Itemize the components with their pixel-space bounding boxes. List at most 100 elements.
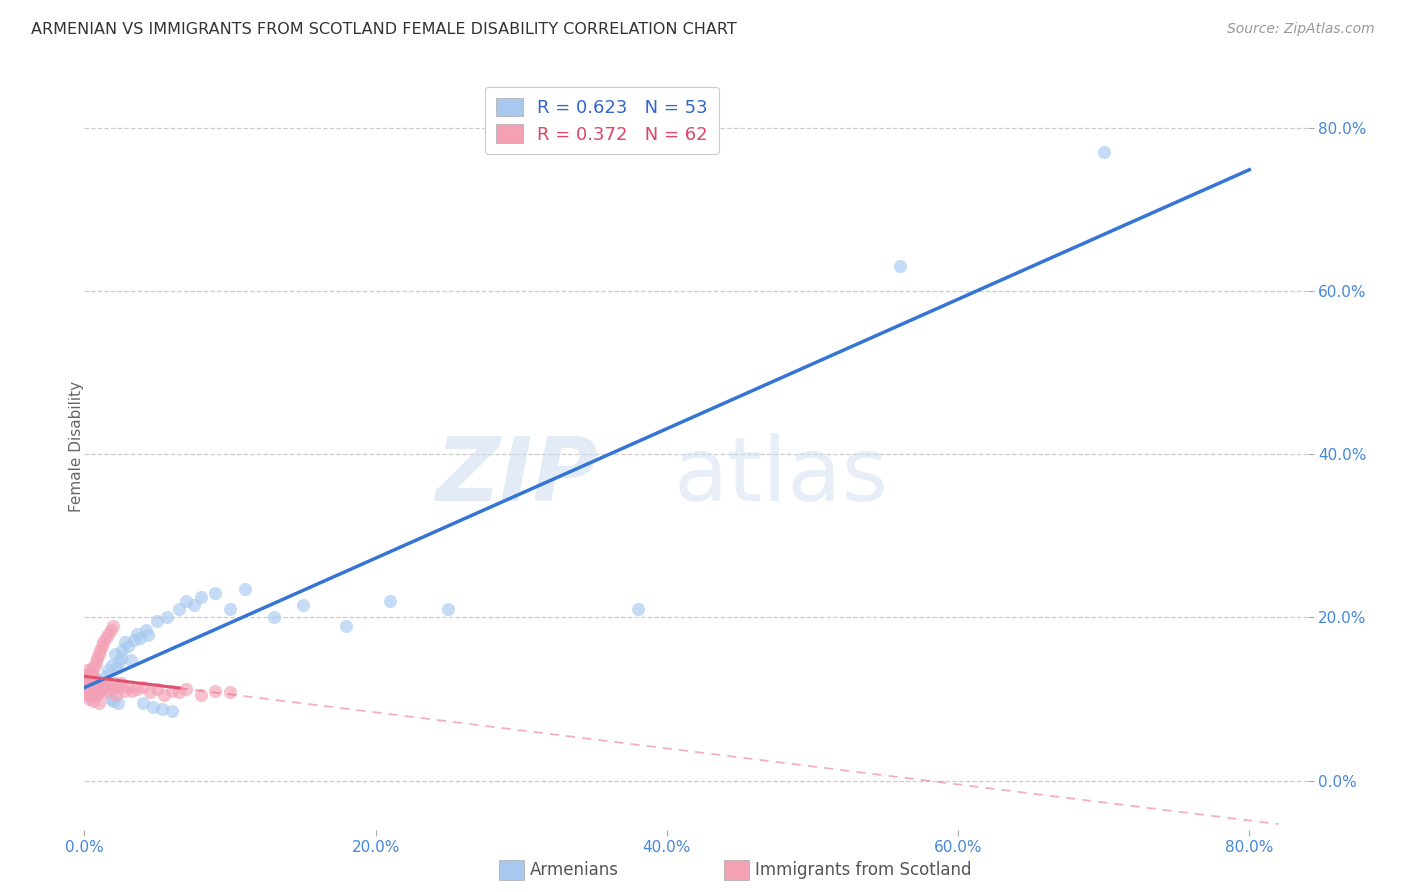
Point [87, 685, 110, 699]
Point [263, 610, 285, 624]
Point [79, 682, 101, 697]
Point [101, 657, 124, 672]
Point [87, 675, 110, 690]
Point [380, 594, 402, 608]
Point [104, 675, 127, 690]
Point [437, 602, 460, 616]
Point [131, 696, 153, 710]
Point [79, 688, 101, 702]
Point [100, 623, 122, 637]
Point [77, 675, 100, 690]
Point [80, 661, 103, 675]
Point [83, 683, 105, 698]
Point [121, 683, 143, 698]
Point [79, 665, 101, 680]
Point [174, 594, 197, 608]
Point [107, 680, 129, 694]
Point [82, 680, 104, 694]
Point [80, 667, 103, 681]
Point [77, 669, 100, 683]
Point [77, 692, 100, 706]
Point [131, 680, 153, 694]
Point [87, 682, 110, 697]
Point [104, 647, 127, 661]
Point [204, 586, 226, 600]
Point [86, 651, 108, 665]
Point [84, 680, 107, 694]
Point [125, 682, 148, 697]
Point [80, 677, 103, 691]
Point [91, 681, 114, 695]
Text: ARMENIAN VS IMMIGRANTS FROM SCOTLAND FEMALE DISABILITY CORRELATION CHART: ARMENIAN VS IMMIGRANTS FROM SCOTLAND FEM… [31, 22, 737, 37]
Point [82, 680, 104, 694]
Point [90, 679, 112, 693]
Point [112, 683, 135, 698]
Point [105, 688, 128, 702]
Point [87, 647, 110, 661]
Point [138, 628, 160, 642]
Point [91, 635, 114, 649]
Point [89, 643, 111, 657]
Point [889, 260, 911, 274]
Point [219, 602, 242, 616]
Point [90, 639, 112, 653]
Point [153, 688, 176, 702]
Point [105, 661, 128, 675]
Point [82, 693, 104, 707]
Point [128, 631, 150, 645]
Point [77, 675, 100, 690]
Point [86, 677, 108, 691]
Point [100, 692, 122, 706]
Point [83, 675, 105, 690]
Legend: R = 0.623   N = 53, R = 0.372   N = 62: R = 0.623 N = 53, R = 0.372 N = 62 [485, 87, 718, 154]
Point [108, 655, 131, 669]
Point [190, 590, 212, 604]
Point [139, 685, 162, 699]
Point [150, 702, 173, 716]
Point [97, 626, 120, 640]
Point [160, 683, 183, 698]
Point [77, 680, 100, 694]
Point [146, 615, 169, 629]
Point [174, 682, 197, 697]
Point [110, 675, 132, 690]
Point [117, 680, 139, 694]
Point [93, 680, 115, 694]
Point [107, 696, 129, 710]
Point [167, 602, 190, 616]
Text: Armenians: Armenians [530, 861, 619, 879]
Point [142, 700, 165, 714]
Point [76, 672, 98, 686]
Point [103, 693, 125, 707]
Point [146, 682, 169, 697]
Point [135, 623, 157, 637]
Point [84, 655, 107, 669]
Point [204, 683, 226, 698]
Point [76, 664, 98, 678]
Point [291, 598, 314, 612]
Point [167, 685, 190, 699]
Text: ZIP: ZIP [436, 434, 598, 520]
Point [75, 667, 97, 681]
Point [96, 685, 118, 699]
Point [120, 653, 142, 667]
Point [335, 618, 357, 632]
Point [75, 685, 97, 699]
Point [103, 618, 125, 632]
Point [83, 659, 105, 673]
Point [82, 667, 104, 681]
Point [190, 688, 212, 702]
Point [83, 683, 105, 698]
Point [1092, 145, 1115, 160]
Point [80, 685, 103, 699]
Point [101, 682, 124, 697]
Point [219, 685, 242, 699]
Point [90, 682, 112, 697]
Point [89, 683, 111, 698]
Point [87, 696, 110, 710]
Point [98, 677, 121, 691]
Point [117, 639, 139, 653]
Point [75, 680, 97, 694]
Point [96, 631, 118, 645]
Point [233, 582, 256, 596]
